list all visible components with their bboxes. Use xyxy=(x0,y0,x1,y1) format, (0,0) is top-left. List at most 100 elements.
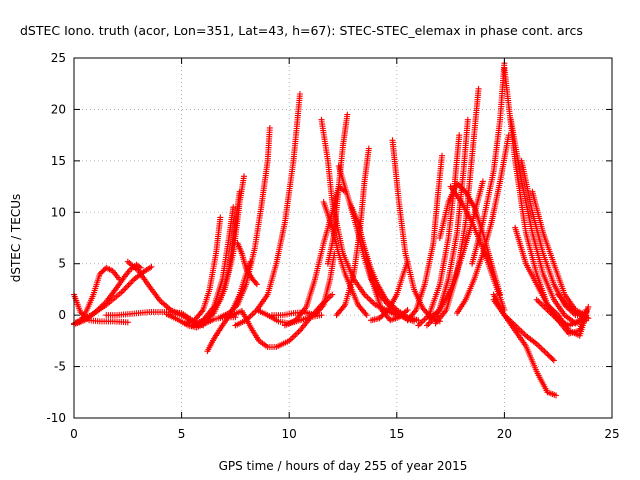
plot-frame xyxy=(73,57,613,419)
data-point xyxy=(365,145,372,152)
data-point xyxy=(585,315,592,322)
data-point xyxy=(266,124,273,131)
data-point xyxy=(583,309,590,316)
data-point xyxy=(252,280,259,286)
data-point xyxy=(403,308,410,315)
data-point xyxy=(367,297,374,304)
data-point xyxy=(404,307,411,313)
data-point xyxy=(228,307,235,314)
data-point xyxy=(535,298,542,305)
data-point xyxy=(379,312,386,319)
y-tick-label: 15 xyxy=(51,154,66,168)
chart-title: dSTEC Iono. truth (acor, Lon=351, Lat=43… xyxy=(20,23,583,38)
data-point xyxy=(536,343,543,350)
series xyxy=(423,116,471,329)
data-point xyxy=(415,322,422,329)
series xyxy=(555,291,592,322)
series xyxy=(182,214,224,327)
data-point xyxy=(148,263,155,270)
data-point xyxy=(329,291,336,298)
x-axis-label: GPS time / hours of day 255 of year 2015 xyxy=(219,459,468,473)
data-point xyxy=(378,313,385,320)
data-point xyxy=(124,319,131,326)
data-point xyxy=(233,303,240,310)
data-point xyxy=(318,312,325,319)
series xyxy=(189,204,237,329)
data-point xyxy=(416,320,423,327)
data-point xyxy=(438,152,445,159)
data-point xyxy=(536,299,543,306)
axis-ticks: 0 5 10 15 20 25 -10 -5 0 5 10 15 20 25 xyxy=(46,51,619,441)
data-point xyxy=(296,91,303,97)
data-point xyxy=(292,331,299,338)
data-point xyxy=(327,293,334,300)
data-point xyxy=(570,307,577,314)
data-point xyxy=(77,309,84,316)
x-tick-label: 10 xyxy=(282,427,297,441)
y-tick-label: 5 xyxy=(58,257,66,271)
data-point xyxy=(549,356,556,363)
data-point xyxy=(454,180,461,187)
data-point xyxy=(252,308,259,315)
data-point xyxy=(542,349,549,356)
data-point xyxy=(421,316,428,323)
data-point xyxy=(137,264,144,271)
data-point xyxy=(230,204,237,211)
y-tick-label: 0 xyxy=(58,308,66,322)
y-tick-label: -5 xyxy=(54,360,66,374)
series xyxy=(447,183,508,313)
data-point xyxy=(253,281,260,288)
series xyxy=(200,173,248,325)
data-point xyxy=(249,311,256,318)
data-point xyxy=(538,301,545,308)
data-point xyxy=(456,183,463,190)
data-point xyxy=(119,288,126,295)
data-point xyxy=(427,319,434,326)
x-tick-label: 25 xyxy=(604,427,619,441)
data-point xyxy=(128,279,135,286)
data-series xyxy=(71,60,592,399)
data-point xyxy=(376,315,383,322)
data-point xyxy=(124,283,131,290)
data-point xyxy=(585,303,592,310)
data-point xyxy=(295,329,302,336)
data-point xyxy=(289,334,296,341)
x-tick-label: 5 xyxy=(178,427,186,441)
y-tick-label: 25 xyxy=(51,51,66,65)
series xyxy=(389,137,443,325)
data-point xyxy=(121,286,128,293)
data-point xyxy=(538,345,545,352)
y-tick-label: 10 xyxy=(51,205,66,219)
data-point xyxy=(419,318,426,325)
data-point xyxy=(290,333,297,340)
series xyxy=(361,245,411,324)
data-point xyxy=(369,298,376,305)
x-tick-label: 15 xyxy=(389,427,404,441)
data-point xyxy=(380,311,387,318)
series xyxy=(124,258,207,329)
data-point xyxy=(519,329,526,336)
series xyxy=(404,152,445,324)
data-point xyxy=(363,293,370,300)
data-point xyxy=(541,348,548,355)
data-point xyxy=(125,282,132,289)
data-point xyxy=(230,305,237,312)
data-point xyxy=(459,185,466,192)
data-point xyxy=(129,277,136,284)
data-point xyxy=(217,214,224,221)
x-tick-label: 20 xyxy=(497,427,512,441)
y-tick-label: 20 xyxy=(51,102,66,116)
data-point xyxy=(241,173,248,180)
data-point xyxy=(382,309,389,316)
data-point xyxy=(363,312,370,319)
data-point xyxy=(293,330,300,337)
data-point xyxy=(423,322,430,329)
series xyxy=(454,132,512,317)
data-point xyxy=(533,296,540,303)
data-point xyxy=(122,285,129,292)
series xyxy=(507,116,590,327)
series xyxy=(490,296,557,364)
data-point xyxy=(456,132,463,139)
series xyxy=(281,183,349,329)
